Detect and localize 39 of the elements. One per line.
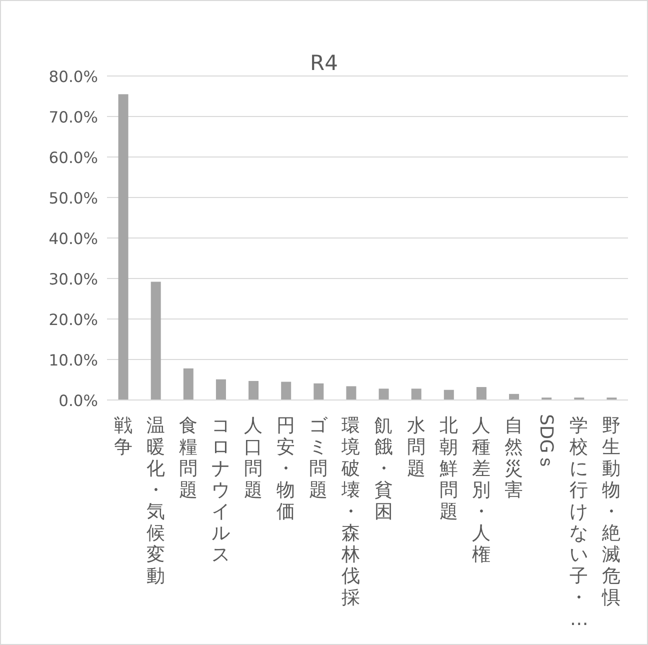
y-tick-label: 50.0% xyxy=(48,190,98,208)
bar xyxy=(150,282,161,400)
bar xyxy=(281,382,292,400)
x-tick-label: 食糧問題 xyxy=(178,416,198,501)
x-tick-label: 戦争 xyxy=(114,416,133,458)
bar xyxy=(346,386,356,400)
y-tick-label: 30.0% xyxy=(48,270,98,288)
x-tick-label: 人種差別・人権 xyxy=(472,416,491,566)
category-label: 学校に行けない子・… xyxy=(570,416,589,630)
bar xyxy=(118,94,128,400)
category-label: 環境破壊・森林伐採 xyxy=(342,416,361,608)
bar xyxy=(248,380,259,400)
x-tick-label: コロナウイルス xyxy=(211,416,230,566)
x-tick-label: 北朝鮮問題 xyxy=(439,416,458,522)
bar xyxy=(509,394,520,400)
x-tick-label: SDGｓ xyxy=(536,414,557,472)
bar xyxy=(411,388,422,400)
y-tick-label: 20.0% xyxy=(48,311,98,329)
x-tick-label: 飢餓・貧困 xyxy=(374,416,394,522)
x-tick-label: 水問題 xyxy=(406,416,426,480)
y-tick-label: 40.0% xyxy=(48,230,98,248)
x-tick-label: 温暖化・気候変動 xyxy=(146,416,166,587)
y-tick-label: 60.0% xyxy=(48,149,98,167)
y-tick-label: 10.0% xyxy=(48,352,98,370)
y-tick-label: 70.0% xyxy=(48,108,98,126)
x-tick-label: ゴミ問題 xyxy=(309,416,330,501)
y-tick-label: 0.0% xyxy=(58,392,98,410)
chart-title: R4 xyxy=(310,51,338,75)
bar xyxy=(444,390,454,400)
bar xyxy=(476,387,486,400)
bar xyxy=(378,388,389,400)
bar xyxy=(314,383,324,400)
y-tick-label: 80.0% xyxy=(48,68,98,86)
x-tick-label: 円安・物価 xyxy=(276,416,296,522)
bar xyxy=(216,379,226,400)
x-tick-label: 自然災害 xyxy=(504,416,524,501)
x-tick-label: 人口問題 xyxy=(244,416,264,501)
bar xyxy=(183,368,194,400)
category-label: 野生動物・絶滅危惧 xyxy=(602,416,622,608)
